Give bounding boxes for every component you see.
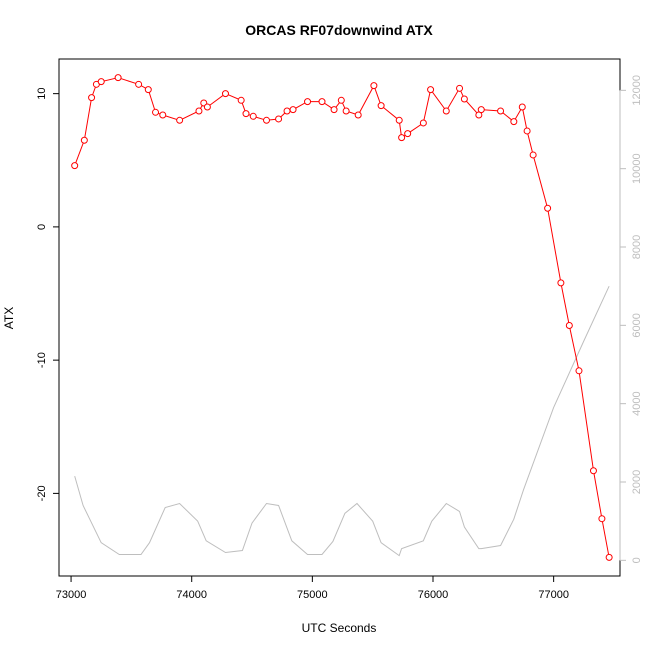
data-point xyxy=(263,116,271,124)
x-axis-label: UTC Seconds xyxy=(302,621,377,635)
y-axis-right: 0 2000 4000 6000 8000 10000 12000 xyxy=(619,75,643,563)
data-point xyxy=(598,515,606,523)
data-point xyxy=(283,107,291,115)
data-point xyxy=(460,95,468,103)
y2-tick-label: 6000 xyxy=(631,313,643,337)
data-point xyxy=(97,78,105,86)
y-axis-left: -20 -10 0 10 xyxy=(36,88,60,501)
data-point xyxy=(398,134,406,142)
y2-tick-label: 12000 xyxy=(631,75,643,106)
data-point xyxy=(523,127,531,135)
x-axis: 73000 74000 75000 76000 77000 xyxy=(56,575,569,601)
data-point xyxy=(114,74,122,82)
y2-tick-label: 0 xyxy=(631,557,643,563)
data-point xyxy=(456,84,464,92)
y2-tick-label: 10000 xyxy=(631,153,643,184)
series-layer xyxy=(71,74,613,561)
y-tick-label: 0 xyxy=(36,224,48,230)
y2-tick-label: 8000 xyxy=(631,235,643,259)
chart-title: ORCAS RF07downwind ATX xyxy=(245,22,433,38)
data-point xyxy=(221,90,229,98)
series-left-line xyxy=(74,77,610,558)
plot-frame xyxy=(58,58,621,577)
x-tick-label: 74000 xyxy=(176,589,207,601)
data-point xyxy=(589,467,597,475)
data-point xyxy=(152,108,160,116)
data-point xyxy=(354,111,362,119)
y-tick-label: 10 xyxy=(36,88,48,100)
data-point xyxy=(88,94,96,102)
x-tick-label: 73000 xyxy=(56,589,87,601)
data-point xyxy=(237,96,245,104)
data-point xyxy=(71,162,79,170)
data-point xyxy=(442,107,450,115)
data-point xyxy=(242,110,250,118)
data-point xyxy=(342,107,350,115)
data-point xyxy=(80,136,88,144)
series-right-line xyxy=(74,285,610,557)
data-point xyxy=(318,98,326,106)
data-point xyxy=(289,106,297,114)
y2-tick-label: 4000 xyxy=(631,391,643,415)
y-tick-label: -10 xyxy=(36,352,48,368)
data-point xyxy=(337,96,345,104)
data-point xyxy=(419,119,427,127)
x-tick-label: 76000 xyxy=(418,589,449,601)
data-point xyxy=(370,82,378,90)
data-point xyxy=(544,204,552,212)
x-tick-label: 77000 xyxy=(538,589,569,601)
data-point xyxy=(404,130,412,138)
data-point xyxy=(135,80,143,88)
y-axis-label: ATX xyxy=(2,307,16,329)
y-tick-label: -20 xyxy=(36,485,48,501)
data-point xyxy=(477,106,485,114)
y2-tick-label: 2000 xyxy=(631,470,643,494)
data-point xyxy=(203,103,211,111)
data-point xyxy=(565,321,573,329)
data-point xyxy=(557,279,565,287)
data-point xyxy=(605,553,613,561)
data-point xyxy=(377,102,385,110)
data-point xyxy=(529,151,537,159)
data-point xyxy=(395,116,403,124)
data-point xyxy=(159,111,167,119)
data-point xyxy=(275,115,283,123)
data-point xyxy=(195,107,203,115)
data-point xyxy=(575,367,583,375)
data-point xyxy=(497,107,505,115)
data-point xyxy=(427,86,435,94)
data-point xyxy=(518,103,526,111)
data-point xyxy=(249,112,257,120)
data-point xyxy=(330,106,338,114)
data-point xyxy=(176,116,184,124)
x-tick-label: 75000 xyxy=(297,589,328,601)
data-point xyxy=(510,118,518,126)
data-point xyxy=(144,86,152,94)
data-point xyxy=(304,98,312,106)
